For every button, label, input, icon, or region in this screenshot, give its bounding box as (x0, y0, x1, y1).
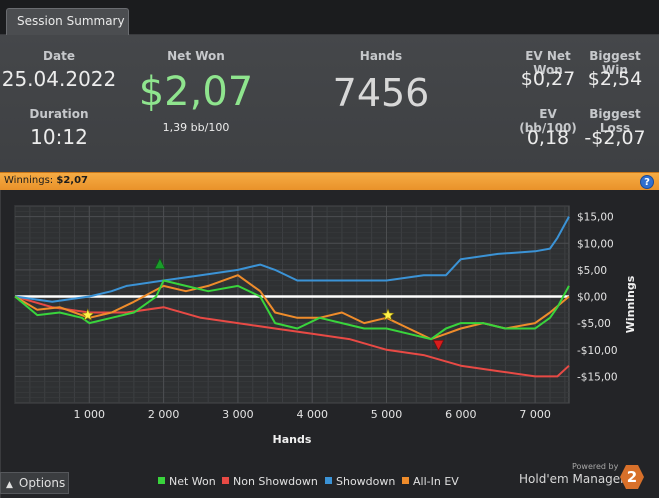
biggest-loss-marker (433, 340, 445, 352)
y-tick-label: $15,00 (577, 212, 614, 224)
x-axis-title: Hands (273, 433, 312, 446)
y-axis-title: Winnings (624, 275, 637, 333)
x-tick-label: 2 000 (148, 408, 180, 421)
bb-per-100-value: 1,39 bb/100 (162, 121, 230, 134)
winnings-bar-value: $2,07 (56, 175, 88, 186)
winnings-bar: Winnings: $2,07 ? (0, 172, 659, 190)
legend-item-net-won[interactable]: Net Won (158, 475, 216, 488)
legend-swatch-all-in-ev (402, 477, 409, 484)
ev-bb-value: 0,18 (526, 127, 570, 149)
duration-label: Duration (29, 107, 89, 121)
chart-svg: 1 000 2 000 3 000 4 000 5 000 6 000 7 000 $15,0… (14, 205, 637, 446)
date-label: Date (43, 49, 75, 63)
legend-swatch-non-showdown (222, 477, 229, 484)
net-won-label: Net Won (167, 49, 225, 63)
summary-panel: Date 25.04.2022 Duration 10:12 Net Won $… (0, 35, 659, 172)
options-label: Options (18, 476, 66, 490)
biggest-loss-value: -$2,07 (584, 127, 646, 149)
x-tick-label: 6 000 (445, 408, 477, 421)
y-tick-label: -$15,00 (577, 371, 618, 383)
duration-value: 10:12 (30, 125, 88, 149)
net-won-value: $2,07 (138, 69, 254, 115)
x-tick-label: 3 000 (222, 408, 254, 421)
legend-swatch-showdown (325, 477, 332, 484)
legend-label: Showdown (336, 475, 396, 488)
series-line-net-won (14, 279, 570, 341)
hands-value: 7456 (332, 71, 430, 115)
series-line-non-showdown (14, 295, 570, 378)
ev-net-won-label: EV Net Won (525, 49, 571, 77)
biggest-win-marker (154, 257, 166, 269)
legend-item-non-showdown[interactable]: Non Showdown (222, 475, 318, 488)
legend-label: All-In EV (413, 475, 459, 488)
x-tick-label: 4 000 (296, 408, 328, 421)
x-tick-label: 1 000 (74, 408, 106, 421)
star-marker (381, 308, 395, 321)
legend-item-all-in-ev[interactable]: All-In EV (402, 475, 459, 488)
y-tick-label: -$5,00 (577, 318, 611, 330)
caret-up-icon: ▲ (6, 480, 13, 490)
date-value: 25.04.2022 (1, 67, 117, 91)
legend-swatch-net-won (158, 477, 165, 484)
biggest-loss-label: Biggest Loss (589, 107, 641, 135)
hm2-logo: 2 (620, 465, 644, 489)
winnings-bar-label: Winnings: (4, 175, 54, 186)
y-tick-label: $10,00 (577, 238, 614, 250)
legend-item-showdown[interactable]: Showdown (325, 475, 395, 488)
tab-bar: Session Summary (0, 0, 659, 35)
biggest-win-label: Biggest Win (589, 49, 641, 77)
legend-label: Non Showdown (233, 475, 318, 488)
winnings-bar-text: Winnings: $2,07 (4, 175, 88, 186)
ev-net-won-value: $0,27 (520, 68, 576, 90)
y-tick-label: $0,00 (577, 292, 607, 304)
biggest-win-value: $2,54 (587, 68, 643, 90)
powered-by-label: Powered by (572, 462, 619, 471)
x-tick-label: 5 000 (371, 408, 403, 421)
y-tick-label: -$10,00 (577, 345, 618, 357)
tab-session-summary[interactable]: Session Summary (6, 8, 129, 35)
series-line-showdown (14, 216, 570, 303)
plot-area (14, 205, 570, 404)
y-tick-label: $5,00 (577, 265, 607, 277)
x-tick-label: 7 000 (519, 408, 551, 421)
legend-label: Net Won (169, 475, 216, 488)
options-button[interactable]: ▲ Options (0, 472, 69, 494)
hands-label: Hands (359, 49, 403, 63)
winnings-chart: 1 000 2 000 3 000 4 000 5 000 6 000 7 000 $15,0… (0, 190, 659, 498)
ev-bb-label: EV (bb/100) (519, 107, 577, 135)
star-marker (81, 308, 95, 321)
brand-name: Hold'em Manager (519, 472, 626, 486)
help-icon[interactable]: ? (640, 175, 654, 189)
